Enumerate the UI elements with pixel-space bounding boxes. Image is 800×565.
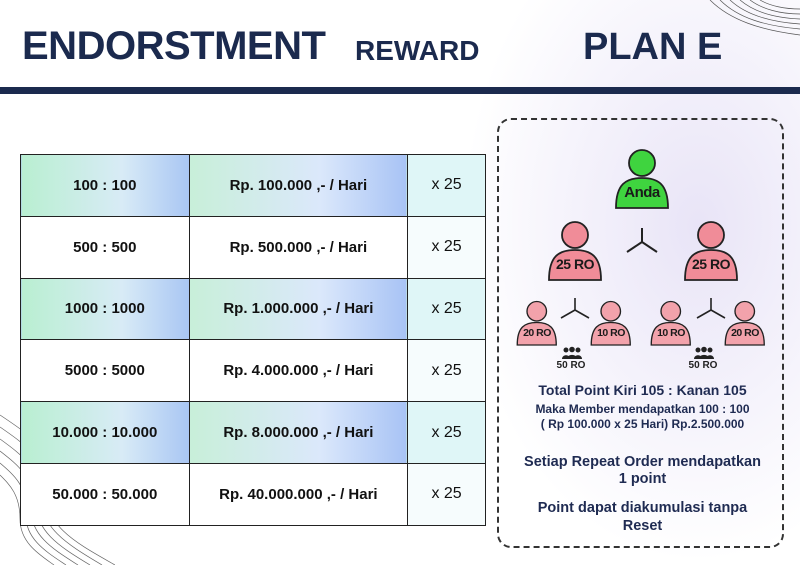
connector-icon <box>626 228 658 253</box>
person-left-child-label: 25 RO <box>556 255 594 272</box>
table-row: 10.000 : 10.000 Rp. 8.000.000 ,- / Hari x … <box>20 401 486 464</box>
team-icon <box>694 346 714 359</box>
ratio-cell: 5000 : 5000 <box>20 339 190 403</box>
table-row: 50.000 : 50.000 Rp. 40.000.000 ,- / Hari x… <box>20 462 486 526</box>
accumulate-line1: Point dapat diakumulasi tanpa <box>537 500 748 516</box>
team-left-caption: 50 RO <box>556 360 586 371</box>
connector-icon <box>696 298 726 319</box>
person-leaf-label: 20 RO <box>523 326 551 339</box>
table-row: 500 : 500 Rp. 500.000 ,- / Hari x 25 <box>20 215 486 279</box>
ratio-cell: 1000 : 1000 <box>20 277 190 341</box>
person-right-child-label: 25 RO <box>692 255 730 272</box>
amount-cell: Rp. 4.000.000 ,- / Hari <box>188 339 409 403</box>
result-text-line2: ( Rp 100.000 x 25 Hari) Rp.2.500.000 <box>540 417 745 431</box>
multiplier-cell: x 25 <box>407 154 486 217</box>
amount-cell: Rp. 8.000.000 ,- / Hari <box>188 401 409 464</box>
total-points-text: Total Point Kiri 105 : Kanan 105 <box>538 382 747 398</box>
table-row: 1000 : 1000 Rp. 1.000.000 ,- / Hari x 25 <box>20 277 486 341</box>
amount-cell: Rp. 100.000 ,- / Hari <box>188 154 409 217</box>
wave-decoration-top-right <box>709 0 800 36</box>
ratio-cell: 100 : 100 <box>20 154 190 217</box>
multiplier-cell: x 25 <box>407 277 486 341</box>
page-title: ENDORSTMENT <box>22 24 326 68</box>
amount-cell: Rp. 500.000 ,- / Hari <box>188 215 409 279</box>
accumulate-line2: Reset <box>622 518 663 534</box>
person-root-label: Anda <box>624 183 660 201</box>
person-icon <box>516 300 558 346</box>
person-icon <box>724 300 766 346</box>
network-tree <box>560 228 726 319</box>
ratio-cell: 500 : 500 <box>20 215 190 279</box>
page-subtitle: REWARD <box>355 35 480 66</box>
amount-cell: Rp. 1.000.000 ,- / Hari <box>188 277 409 341</box>
team-icon <box>562 346 582 359</box>
connector-icon <box>560 298 590 319</box>
amount-cell: Rp. 40.000.000 ,- / Hari <box>188 462 409 526</box>
person-icon <box>548 221 602 281</box>
background-tint <box>460 0 800 565</box>
plan-title: PLAN E <box>583 26 723 68</box>
repeat-order-line2: 1 point <box>618 471 667 487</box>
person-leaf-label: 20 RO <box>731 326 759 339</box>
table-row: 5000 : 5000 Rp. 4.000.000 ,- / Hari x 25 <box>20 339 486 403</box>
table-row: 100 : 100 Rp. 100.000 ,- / Hari x 25 <box>20 154 486 217</box>
person-leaf-label: 10 RO <box>657 326 685 339</box>
plan-panel: Anda 25 RO 25 RO 20 RO 10 RO 10 RO 20 RO 50 RO… <box>497 118 784 548</box>
multiplier-cell: x 25 <box>407 462 486 526</box>
person-icon <box>615 149 669 209</box>
reward-table: 100 : 100 Rp. 100.000 ,- / Hari x 25 500 : … <box>20 154 486 526</box>
team-right-caption: 50 RO <box>688 360 718 371</box>
header: ENDORSTMENT REWARD PLAN E <box>0 0 800 88</box>
multiplier-cell: x 25 <box>407 339 486 403</box>
ratio-cell: 10.000 : 10.000 <box>20 401 190 464</box>
person-icon <box>684 221 738 281</box>
multiplier-cell: x 25 <box>407 215 486 279</box>
header-divider <box>0 87 800 94</box>
repeat-order-line1: Setiap Repeat Order mendapatkan <box>524 454 761 470</box>
result-text-line1: Maka Member mendapatkan 100 : 100 <box>535 402 750 416</box>
person-leaf-label: 10 RO <box>597 326 625 339</box>
person-icon <box>650 300 692 346</box>
multiplier-cell: x 25 <box>407 401 486 464</box>
ratio-cell: 50.000 : 50.000 <box>20 462 190 526</box>
person-icon <box>590 300 632 346</box>
